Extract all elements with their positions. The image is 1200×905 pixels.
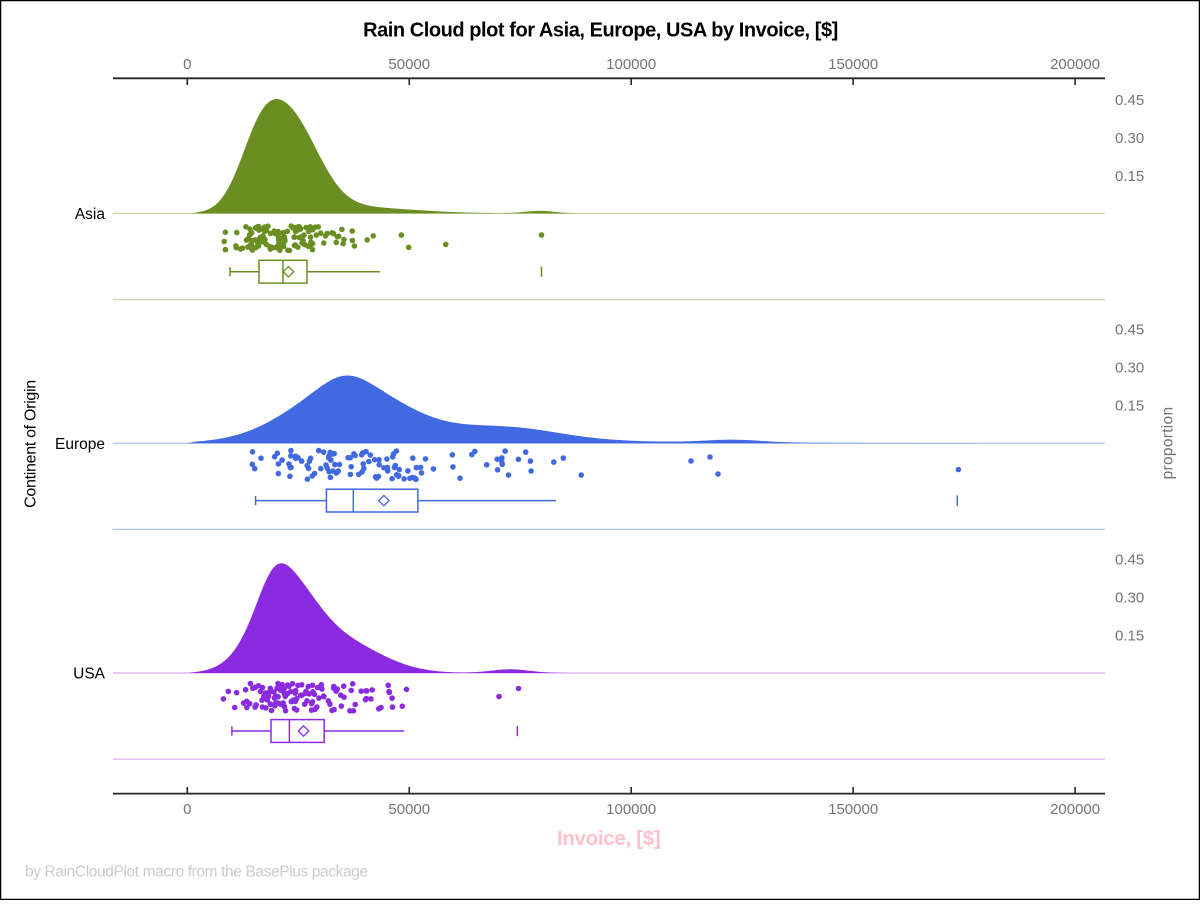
svg-text:0.15: 0.15	[1115, 398, 1144, 415]
svg-text:0: 0	[183, 801, 191, 818]
svg-text:50000: 50000	[388, 801, 430, 818]
svg-text:0.30: 0.30	[1115, 360, 1144, 377]
svg-text:100000: 100000	[606, 56, 656, 73]
svg-text:0.45: 0.45	[1115, 322, 1144, 339]
svg-text:Europe: Europe	[55, 436, 105, 453]
svg-text:0.45: 0.45	[1115, 92, 1144, 109]
svg-text:50000: 50000	[388, 56, 430, 73]
svg-text:Rain Cloud plot for Asia, Euro: Rain Cloud plot for Asia, Europe, USA by…	[363, 20, 838, 42]
svg-text:150000: 150000	[828, 56, 878, 73]
svg-text:Invoice, [$]: Invoice, [$]	[557, 827, 661, 850]
svg-text:0.30: 0.30	[1115, 130, 1144, 147]
svg-text:0: 0	[183, 56, 191, 73]
svg-text:200000: 200000	[1050, 56, 1100, 73]
svg-text:0.15: 0.15	[1115, 627, 1144, 644]
svg-text:200000: 200000	[1050, 801, 1100, 818]
svg-text:100000: 100000	[606, 801, 656, 818]
svg-text:proportion: proportion	[1160, 407, 1177, 480]
svg-text:0.30: 0.30	[1115, 589, 1144, 606]
svg-text:Asia: Asia	[75, 206, 106, 223]
svg-text:Continent of Origin: Continent of Origin	[23, 380, 40, 508]
svg-text:0.45: 0.45	[1115, 551, 1144, 568]
svg-text:0.15: 0.15	[1115, 168, 1144, 185]
svg-text:by RainCloudPlot macro from th: by RainCloudPlot macro from the BasePlus…	[25, 864, 368, 881]
svg-text:USA: USA	[73, 666, 106, 683]
svg-text:150000: 150000	[828, 801, 878, 818]
